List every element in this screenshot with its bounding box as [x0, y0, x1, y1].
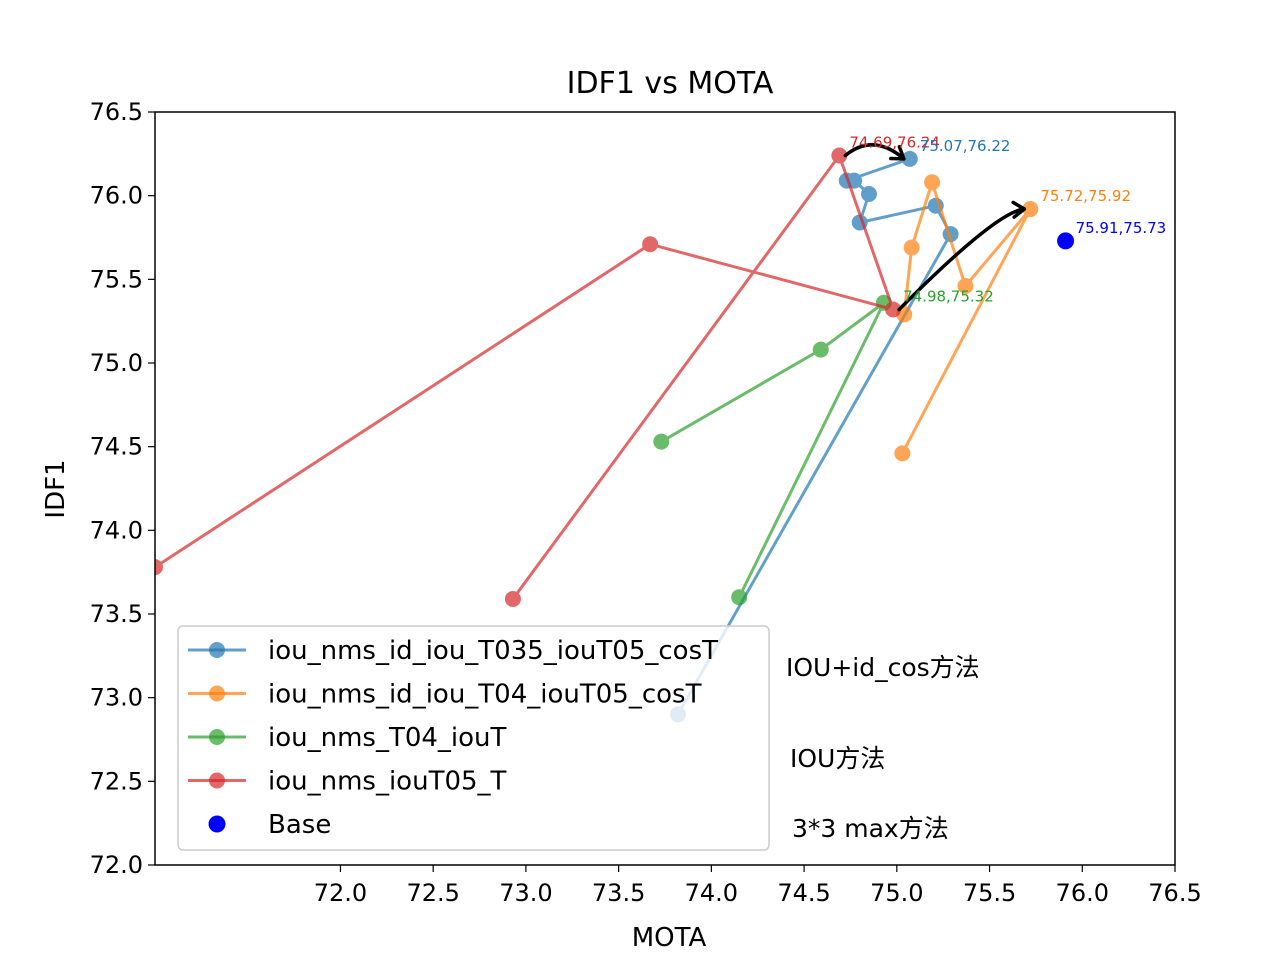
y-tick-label: 74.0 [90, 516, 143, 544]
x-tick-label: 73.5 [592, 879, 645, 907]
x-tick-label: 74.0 [685, 879, 738, 907]
note-3x3-max: 3*3 max方法 [792, 814, 949, 843]
x-tick-label: 76.0 [1056, 879, 1109, 907]
data-point [155, 559, 163, 576]
y-tick-label: 72.0 [90, 851, 143, 879]
x-tick-label: 72.5 [406, 879, 459, 907]
legend-item: iou_nms_iouT05_T [188, 767, 507, 797]
x-tick-label: 73.0 [499, 879, 552, 907]
x-axis-ticks: 72.0 72.5 73.0 73.5 74.0 74.5 75.0 75.5 76.0 76.5 [314, 865, 1202, 907]
series-line [660, 301, 886, 598]
data-point [642, 236, 659, 253]
data-point [504, 590, 521, 607]
y-axis-ticks: 72.0 72.5 73.0 73.5 74.0 74.5 75.0 75.5 76.0 76.5 [90, 98, 155, 879]
plot-frame [154, 111, 1176, 866]
data-point [885, 301, 902, 318]
plot-area [155, 143, 1075, 723]
legend-box [177, 625, 770, 851]
y-tick-label: 76.0 [90, 182, 143, 210]
y-tick-label: 75.5 [90, 265, 143, 293]
legend-marker [208, 815, 226, 833]
data-point [731, 589, 748, 606]
data-point [957, 278, 974, 295]
x-tick-label: 75.0 [870, 879, 923, 907]
legend-label: iou_nms_id_iou_T035_iouT05_cosT [268, 636, 718, 666]
note-iou: IOU方法 [790, 744, 885, 773]
y-tick-label: 75.0 [90, 349, 143, 377]
data-annotation: 75.72,75.92 [1040, 187, 1131, 205]
arrow-2 [897, 207, 1027, 312]
note-iou-id-cos: IOU+id_cos方法 [786, 653, 980, 682]
legend-marker [209, 642, 225, 658]
data-point [903, 239, 920, 256]
data-point [901, 150, 918, 167]
data-annotation: 74.98,75.32 [903, 287, 994, 305]
legend-item: iou_nms_T04_iouT [188, 723, 507, 753]
legend: iou_nms_id_iou_T035_iouT05_cosT iou_nms_i… [177, 625, 770, 851]
legend-item: iou_nms_id_iou_T035_iouT05_cosT [188, 636, 718, 666]
y-axis-label: IDF1 [41, 459, 71, 518]
x-tick-label: 76.5 [1148, 879, 1201, 907]
legend-item: iou_nms_id_iou_T04_iouT05_cosT [188, 680, 702, 710]
data-point [861, 185, 877, 202]
series-3 [653, 294, 892, 606]
chart-title: IDF1 vs MOTA [567, 66, 774, 101]
x-tick-label: 75.5 [963, 879, 1016, 907]
legend-label: iou_nms_iouT05_T [268, 767, 507, 797]
data-point [653, 433, 670, 450]
y-tick-label: 73.5 [90, 600, 143, 628]
legend-label: Base [268, 810, 331, 840]
method-notes: IOU+id_cos方法 IOU方法 3*3 max方法 [786, 653, 980, 843]
legend-marker [209, 685, 225, 702]
y-tick-label: 76.5 [90, 98, 143, 126]
series-4 [155, 147, 902, 607]
data-point [812, 341, 829, 358]
data-point [1022, 201, 1039, 218]
arrow-head [1011, 200, 1027, 219]
arrow-head [889, 144, 906, 161]
legend-item: Base [208, 810, 331, 840]
base-point [1057, 232, 1075, 250]
data-point [924, 174, 941, 191]
x-axis-label: MOTA [632, 923, 707, 953]
legend-marker [209, 772, 225, 789]
x-tick-label: 74.5 [777, 879, 830, 907]
y-tick-label: 72.5 [90, 767, 143, 795]
y-tick-label: 73.0 [90, 684, 143, 712]
legend-label: iou_nms_T04_iouT [268, 723, 507, 753]
data-annotation: 75.91,75.73 [1076, 219, 1167, 237]
arrow-1 [843, 143, 906, 161]
data-point [894, 445, 911, 462]
series-2 [894, 174, 1039, 462]
x-tick-label: 72.0 [314, 879, 367, 907]
data-point [831, 147, 848, 164]
data-annotation: 75.07,76.22 [920, 137, 1011, 155]
legend-marker [209, 729, 225, 745]
series-line [901, 177, 1032, 455]
y-tick-label: 74.5 [90, 433, 143, 461]
legend-label: iou_nms_id_iou_T04_iouT05_cosT [268, 680, 702, 710]
data-annotation: 74.69,76.24 [849, 134, 940, 152]
